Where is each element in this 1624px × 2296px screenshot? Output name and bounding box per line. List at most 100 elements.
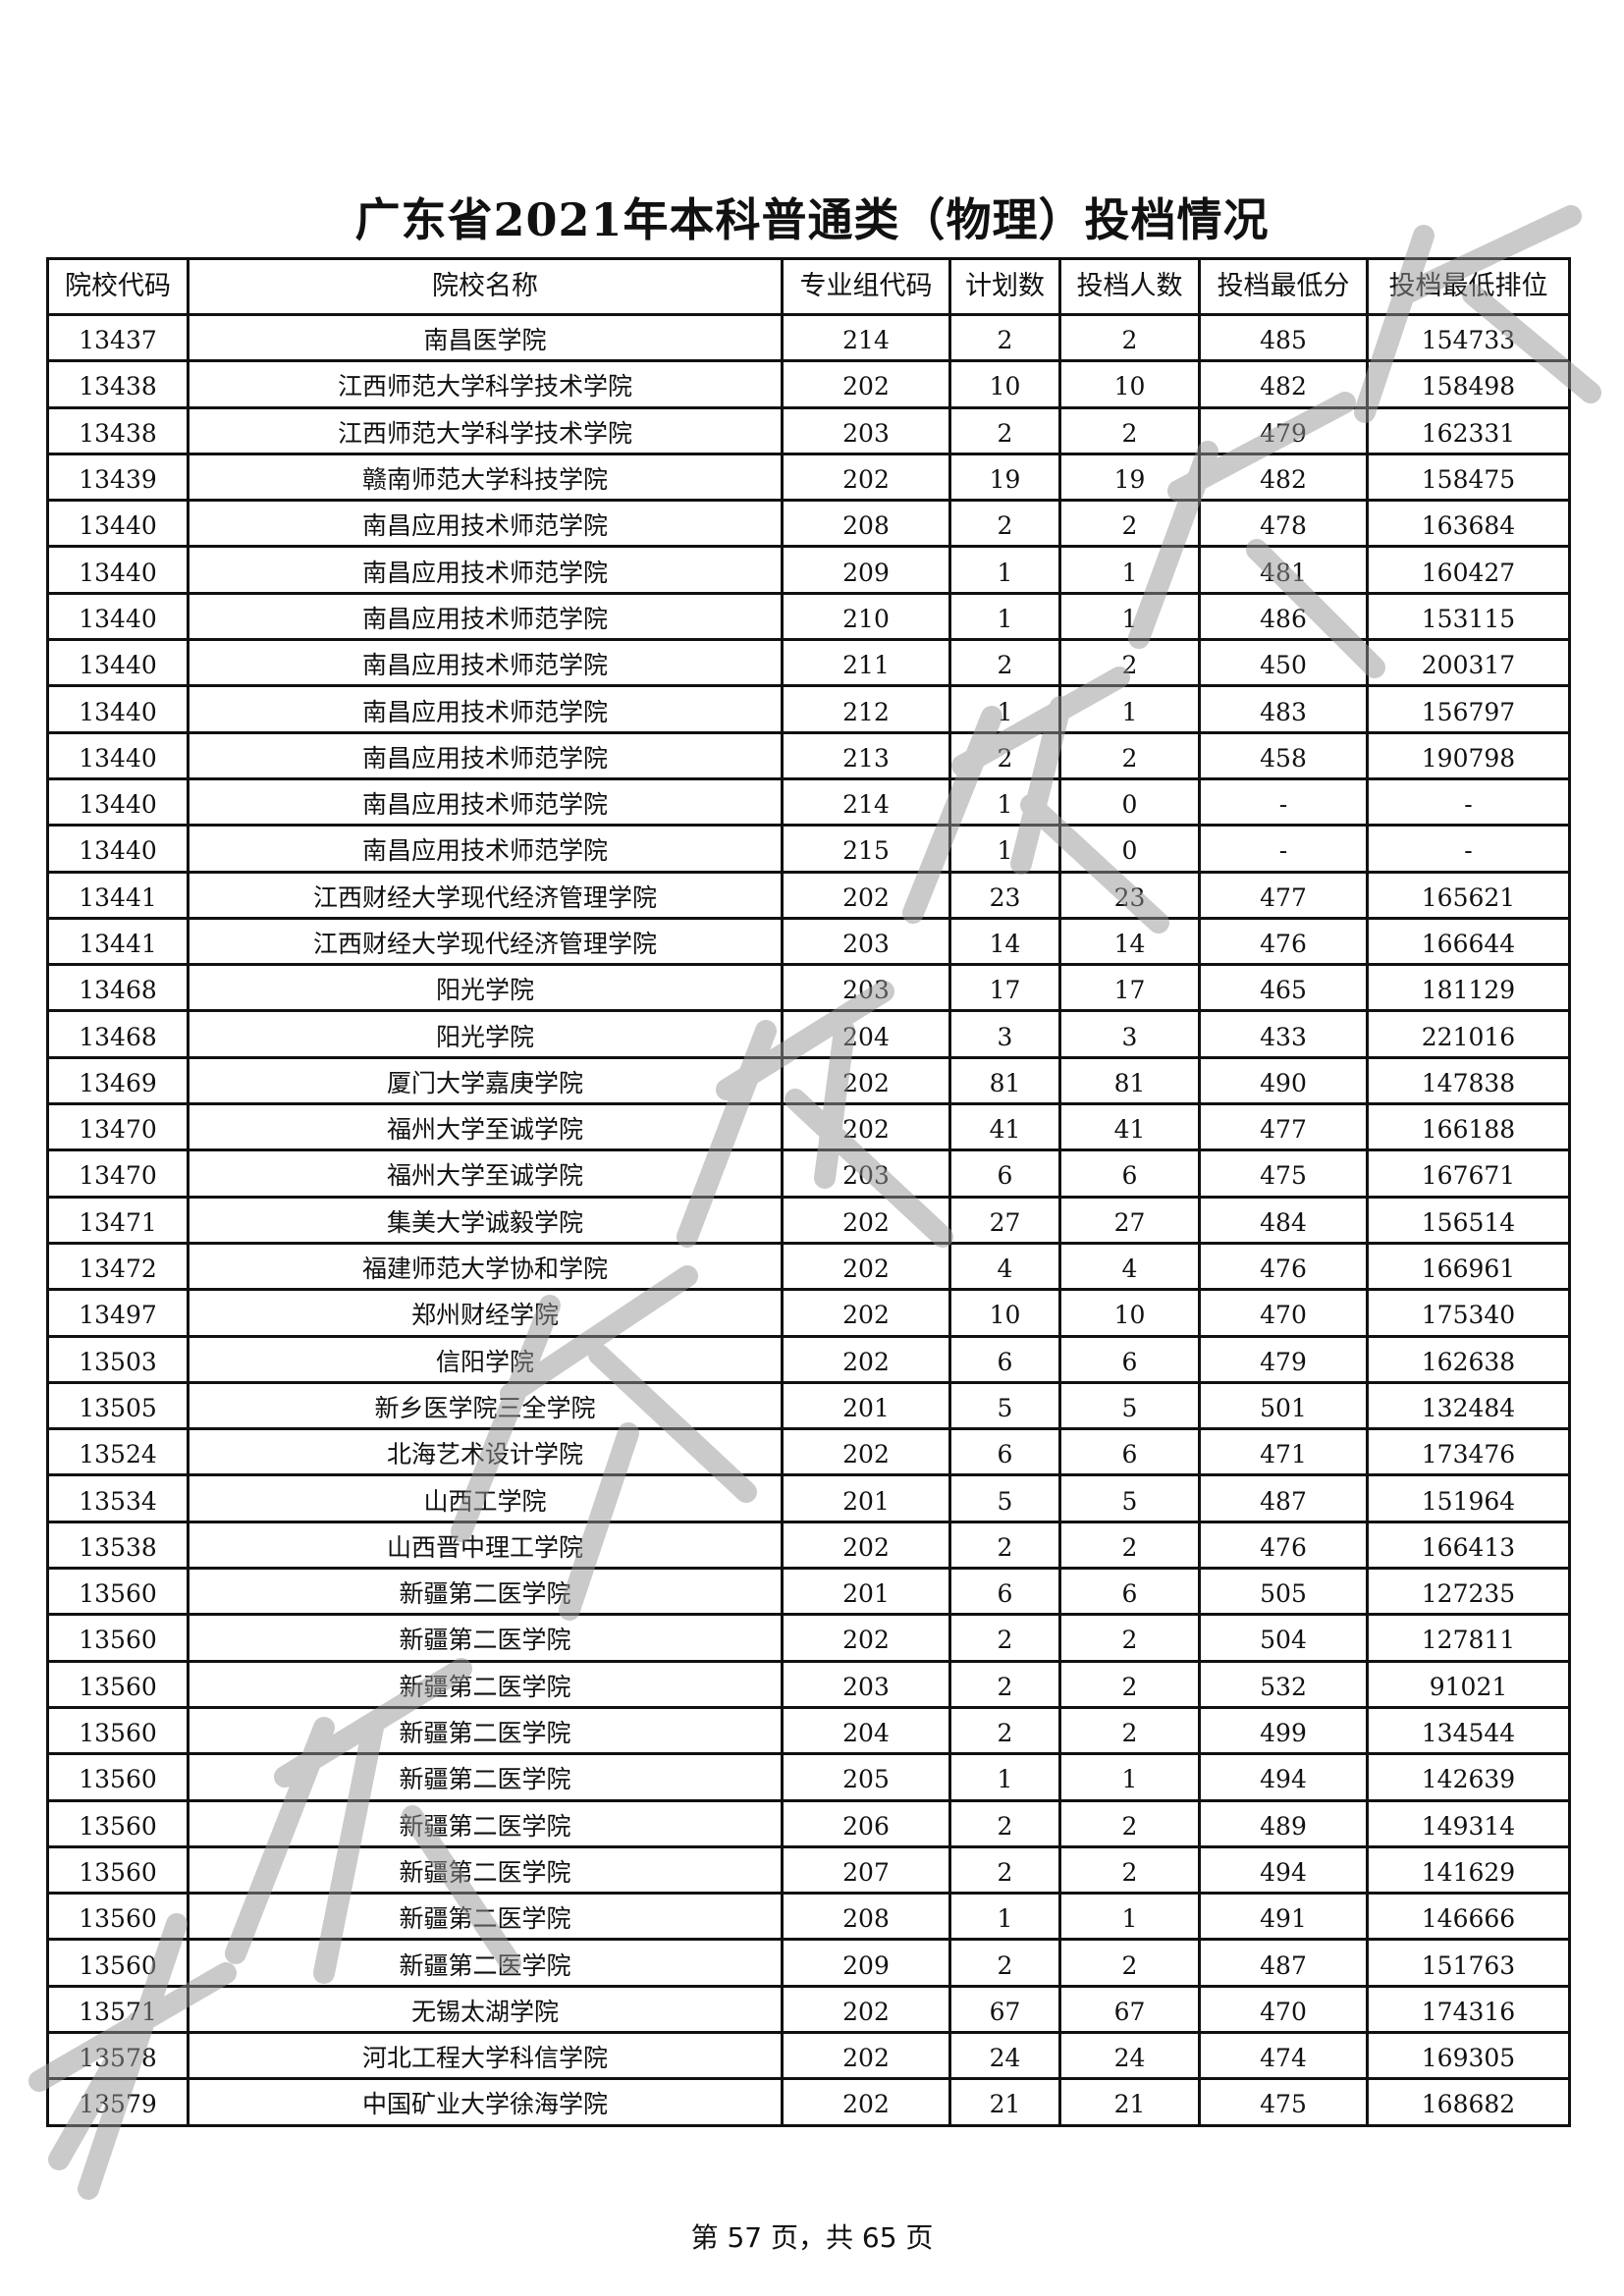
cell-min-rank: 166644 <box>1366 916 1571 967</box>
cell-min-rank: 221016 <box>1366 1009 1571 1059</box>
cell-min-rank: 151763 <box>1366 1938 1571 1988</box>
cell-min-score: 479 <box>1198 1334 1369 1384</box>
cell-admitted-count: 3 <box>1058 1009 1201 1059</box>
cell-admitted-count: 17 <box>1058 963 1201 1013</box>
cell-school-name: 南昌应用技术师范学院 <box>187 545 784 595</box>
cell-group-code: 209 <box>781 1938 951 1988</box>
table-row: 13468 阳光学院 203 17 17 465 181129 <box>46 963 1571 1013</box>
cell-min-score: 481 <box>1198 545 1369 595</box>
cell-group-code: 201 <box>781 1473 951 1523</box>
cell-school-code: 13440 <box>46 824 189 874</box>
cell-min-rank: 134544 <box>1366 1705 1571 1756</box>
cell-admitted-count: 2 <box>1058 1844 1201 1896</box>
page-footer: 第 57 页，共 65 页 <box>690 2221 934 2254</box>
cell-min-score: 478 <box>1198 499 1369 549</box>
cell-plan-count: 2 <box>948 1798 1061 1848</box>
table-row: 13440 南昌应用技术师范学院 211 2 2 450 200317 <box>46 638 1571 688</box>
cell-school-code: 13571 <box>46 1984 189 2034</box>
cell-school-name: 南昌应用技术师范学院 <box>187 638 784 688</box>
cell-plan-count: 14 <box>948 916 1061 967</box>
cell-min-score: 458 <box>1198 730 1369 780</box>
cell-min-rank: - <box>1366 776 1571 828</box>
cell-admitted-count: 2 <box>1058 730 1201 780</box>
cell-school-code: 13440 <box>46 591 189 642</box>
cell-min-rank: 166188 <box>1366 1102 1571 1152</box>
cell-school-code: 13470 <box>46 1148 189 1199</box>
cell-admitted-count: 14 <box>1058 916 1201 967</box>
cell-admitted-count: 5 <box>1058 1473 1201 1523</box>
cell-min-score: 487 <box>1198 1938 1369 1988</box>
cell-min-score: - <box>1198 824 1369 874</box>
cell-school-code: 13505 <box>46 1380 189 1431</box>
cell-school-name: 新疆第二医学院 <box>187 1892 784 1942</box>
cell-admitted-count: 41 <box>1058 1102 1201 1152</box>
cell-admitted-count: 2 <box>1058 1798 1201 1848</box>
table-row: 13560 新疆第二医学院 205 1 1 494 142639 <box>46 1752 1571 1802</box>
cell-min-score: 499 <box>1198 1705 1369 1756</box>
cell-min-score: 494 <box>1198 1844 1369 1896</box>
cell-min-score: 501 <box>1198 1380 1369 1431</box>
cell-min-rank: 168682 <box>1366 2077 1571 2127</box>
cell-school-name: 江西师范大学科学技术学院 <box>187 405 784 455</box>
cell-plan-count: 2 <box>948 312 1061 363</box>
cell-school-code: 13579 <box>46 2077 189 2127</box>
cell-min-rank: 166413 <box>1366 1520 1571 1571</box>
cell-min-rank: 169305 <box>1366 2030 1571 2081</box>
cell-group-code: 215 <box>781 824 951 874</box>
cell-school-code: 13440 <box>46 730 189 780</box>
cell-school-code: 13439 <box>46 452 189 503</box>
cell-min-score: 504 <box>1198 1613 1369 1663</box>
cell-min-score: 476 <box>1198 916 1369 967</box>
table-row: 13560 新疆第二医学院 206 2 2 489 149314 <box>46 1798 1571 1848</box>
cell-school-code: 13440 <box>46 776 189 828</box>
cell-admitted-count: 6 <box>1058 1148 1201 1199</box>
table-row: 13505 新乡医学院三全学院 201 5 5 501 132484 <box>46 1380 1571 1431</box>
table-row: 13560 新疆第二医学院 208 1 1 491 146666 <box>46 1892 1571 1942</box>
cell-school-code: 13440 <box>46 638 189 688</box>
cell-plan-count: 6 <box>948 1567 1061 1617</box>
table-row: 13497 郑州财经学院 202 10 10 470 175340 <box>46 1288 1571 1338</box>
cell-min-score: 470 <box>1198 1984 1369 2034</box>
cell-plan-count: 10 <box>948 359 1061 409</box>
cell-school-name: 新疆第二医学院 <box>187 1752 784 1802</box>
cell-group-code: 214 <box>781 776 951 828</box>
cell-school-name: 新疆第二医学院 <box>187 1938 784 1988</box>
cell-admitted-count: 2 <box>1058 1659 1201 1709</box>
cell-admitted-count: 10 <box>1058 359 1201 409</box>
table-row: 13560 新疆第二医学院 201 6 6 505 127235 <box>46 1567 1571 1617</box>
table-row: 13538 山西晋中理工学院 202 2 2 476 166413 <box>46 1520 1571 1571</box>
cell-min-rank: 200317 <box>1366 638 1571 688</box>
table-row: 13524 北海艺术设计学院 202 6 6 471 173476 <box>46 1427 1571 1477</box>
table-row: 13440 南昌应用技术师范学院 212 1 1 483 156797 <box>46 684 1571 734</box>
cell-plan-count: 2 <box>948 1659 1061 1709</box>
cell-group-code: 202 <box>781 1241 951 1292</box>
cell-school-name: 江西财经大学现代经济管理学院 <box>187 916 784 967</box>
cell-admitted-count: 1 <box>1058 1752 1201 1802</box>
cell-min-rank: - <box>1366 824 1571 874</box>
cell-plan-count: 1 <box>948 545 1061 595</box>
header-group-code: 专业组代码 <box>781 257 951 316</box>
cell-min-rank: 158498 <box>1366 359 1571 409</box>
cell-min-rank: 153115 <box>1366 591 1571 642</box>
cell-plan-count: 10 <box>948 1288 1061 1338</box>
cell-plan-count: 5 <box>948 1473 1061 1523</box>
cell-min-score: 505 <box>1198 1567 1369 1617</box>
table-row: 13468 阳光学院 204 3 3 433 221016 <box>46 1009 1571 1059</box>
cell-school-code: 13560 <box>46 1798 189 1848</box>
cell-admitted-count: 0 <box>1058 776 1201 828</box>
cell-plan-count: 2 <box>948 1613 1061 1663</box>
cell-school-name: 阳光学院 <box>187 963 784 1013</box>
table-row: 13441 江西财经大学现代经济管理学院 203 14 14 476 166644 <box>46 916 1571 967</box>
cell-admitted-count: 2 <box>1058 312 1201 363</box>
cell-school-name: 山西晋中理工学院 <box>187 1520 784 1571</box>
cell-school-code: 13469 <box>46 1055 189 1106</box>
header-min-score: 投档最低分 <box>1198 257 1369 316</box>
cell-plan-count: 41 <box>948 1102 1061 1152</box>
cell-min-score: 433 <box>1198 1009 1369 1059</box>
cell-school-name: 新疆第二医学院 <box>187 1613 784 1663</box>
cell-school-name: 新疆第二医学院 <box>187 1705 784 1756</box>
cell-group-code: 202 <box>781 1613 951 1663</box>
cell-min-score: 486 <box>1198 591 1369 642</box>
cell-min-rank: 127811 <box>1366 1613 1571 1663</box>
cell-school-code: 13497 <box>46 1288 189 1338</box>
